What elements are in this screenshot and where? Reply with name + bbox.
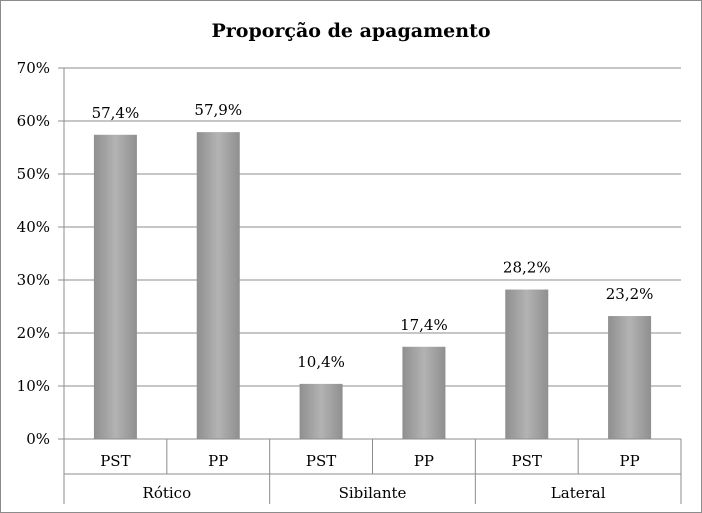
group-label: Lateral <box>551 484 606 502</box>
x-tick-label: PST <box>512 452 542 470</box>
y-tick-label: 10% <box>17 377 50 395</box>
x-tick-label: PST <box>306 452 336 470</box>
data-label: 57,4% <box>92 104 140 122</box>
bar-rótico-pp <box>196 132 240 439</box>
y-tick-label: 30% <box>17 271 50 289</box>
y-tick-label: 0% <box>26 430 50 448</box>
x-tick-label: PP <box>208 452 228 470</box>
y-tick-label: 50% <box>17 165 50 183</box>
data-label: 17,4% <box>400 316 448 334</box>
group-label: Rótico <box>143 484 192 502</box>
bar-sibilante-pp <box>402 346 446 439</box>
x-tick-label: PP <box>619 452 639 470</box>
bar-rótico-pst <box>93 134 137 439</box>
bar-sibilante-pst <box>299 383 343 439</box>
data-label: 57,9% <box>194 101 242 119</box>
y-tick-label: 20% <box>17 324 50 342</box>
bar-lateral-pp <box>608 316 652 439</box>
data-label: 10,4% <box>297 353 345 371</box>
y-tick-label: 40% <box>17 218 50 236</box>
bars <box>93 132 652 439</box>
chart-title: Proporção de apagamento <box>211 20 490 42</box>
data-labels: 57,4% 57,9% 10,4% 17,4% 28,2% 23,2% <box>64 101 681 440</box>
y-tick-label: 70% <box>17 59 50 77</box>
data-label: 23,2% <box>606 285 654 303</box>
group-label: Sibilante <box>339 484 407 502</box>
y-tick-label: 60% <box>17 112 50 130</box>
x-tick-label: PST <box>100 452 130 470</box>
bar-lateral-pst <box>505 289 549 439</box>
data-label: 28,2% <box>503 259 551 277</box>
x-tick-label: PP <box>414 452 434 470</box>
grid-lines <box>64 67 681 440</box>
axes: 0% 10% 20% 30% 40% 50% 60% 70% <box>17 59 682 504</box>
